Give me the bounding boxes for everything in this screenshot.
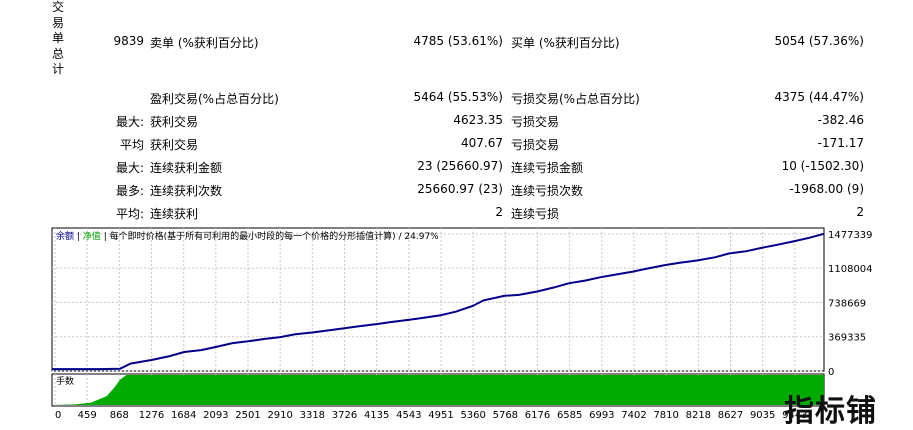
section-char: 单 [52, 31, 65, 45]
stats-cell: 2 [495, 205, 503, 219]
y-tick-label: 738669 [828, 298, 866, 309]
stats-cell: 买单 (%获利百分比) [511, 36, 620, 50]
x-tick-label: 9443 [782, 410, 807, 421]
x-tick-label: 1684 [171, 410, 196, 421]
y-tick-label: 0 [828, 367, 834, 378]
legend-equity: 净值 [83, 230, 101, 242]
x-tick-label: 9035 [750, 410, 775, 421]
stats-cell: 平均: [115, 207, 144, 221]
y-axis-ticks: 1477339 1108004 738669 369335 0 [828, 230, 873, 378]
stats-cell: 10 (-1502.30) [781, 159, 864, 173]
stats-cell: 连续亏损金额 [511, 161, 584, 175]
stats-cell: -171.17 [817, 136, 864, 150]
legend-text: 余额 | 净值 | 每个即时价格(基于所有可利用的最小时段的每一个价格的分形插值… [56, 230, 439, 242]
stats-cell: -382.46 [817, 113, 864, 127]
stats-cell: 亏损交易 [511, 138, 560, 152]
volume-label: 手数 [56, 375, 74, 387]
x-tick-label: 0 [55, 410, 61, 421]
stats-cell: 4375 (44.47%) [774, 90, 864, 104]
stats-cell: 连续获利金额 [150, 161, 223, 175]
x-axis-ticks: 0 459 868 1276 1684 2093 2501 2910 3318 3726 4135 4… [55, 410, 808, 421]
x-tick-label: 2093 [203, 410, 228, 421]
x-tick-label: 4951 [428, 410, 453, 421]
x-tick-label: 5768 [493, 410, 518, 421]
y-tick-label: 1477339 [828, 230, 873, 241]
stats-cell: 5054 (57.36%) [774, 34, 864, 48]
section-char: 计 [52, 62, 65, 76]
stats-cell: 连续亏损次数 [511, 184, 584, 198]
legend-separator-1: | [77, 232, 83, 242]
stats-cell: 卖单 (%获利百分比) [150, 36, 259, 50]
x-tick-label: 868 [110, 410, 129, 421]
summary-section-label: 交 易 单 总 计 [52, 0, 66, 78]
stats-cell: 获利交易 [150, 115, 199, 129]
stats-cell: 最多: [115, 184, 144, 198]
x-tick-label: 2910 [267, 410, 292, 421]
stats-cell: 最大: [115, 161, 144, 175]
x-tick-label: 4543 [396, 410, 421, 421]
balance-series-line [52, 232, 825, 371]
stats-cell: 连续亏损 [511, 207, 560, 221]
stats-cell: 亏损交易(%占总百分比) [511, 92, 640, 106]
x-tick-label: 6993 [589, 410, 614, 421]
stats-cell: 25660.97 (23) [417, 182, 503, 196]
stats-cell: 连续获利 [150, 207, 199, 221]
grid-main [52, 228, 824, 372]
x-tick-label: 5360 [460, 410, 485, 421]
volume-area [52, 375, 824, 405]
x-tick-label: 3318 [300, 410, 325, 421]
stats-cell: 获利交易 [150, 138, 199, 152]
section-char: 交 [52, 0, 65, 14]
y-tick-label: 369335 [828, 333, 866, 344]
stats-cell: 亏损交易 [511, 115, 560, 129]
stats-cell: 23 (25660.97) [417, 159, 503, 173]
stats-cell: 最大: [115, 115, 144, 129]
stats-cell: -1968.00 (9) [789, 182, 864, 196]
stats-cell: 5464 (55.53%) [413, 90, 503, 104]
x-tick-label: 1276 [139, 410, 164, 421]
legend-model: 每个即时价格(基于所有可利用的最小时段的每一个价格的分形插值计算) [110, 230, 396, 242]
legend-balance: 余额 [56, 230, 74, 242]
x-tick-label: 6176 [525, 410, 550, 421]
legend-quality: 24.97% [404, 232, 439, 242]
x-tick-label: 2501 [235, 410, 260, 421]
x-tick-label: 8627 [718, 410, 743, 421]
stats-cell: 4785 (53.61%) [413, 34, 503, 48]
stats-cell: 2 [856, 205, 864, 219]
y-tick-label: 1108004 [828, 264, 873, 275]
x-tick-label: 4135 [364, 410, 389, 421]
stats-cell: 盈利交易(%占总百分比) [150, 92, 279, 106]
watermark-logo: 指标铺 [784, 394, 877, 429]
section-char: 易 [52, 15, 65, 30]
stats-cell: 9839 [113, 34, 144, 48]
x-tick-label: 6585 [557, 410, 582, 421]
legend-separator: / [399, 232, 403, 242]
section-char: 总 [52, 46, 65, 61]
x-tick-label: 7402 [621, 410, 646, 421]
x-tick-label: 7810 [653, 410, 678, 421]
x-tick-label: 8218 [686, 410, 711, 421]
stats-cell: 407.67 [461, 136, 503, 150]
stats-cell: 连续获利次数 [150, 184, 223, 198]
stats-cell: 4623.35 [453, 113, 503, 127]
main-plot-frame [51, 227, 825, 372]
x-tick-label: 3726 [332, 410, 357, 421]
stats-cell: 平均 [119, 138, 144, 152]
legend-separator-2: | [104, 232, 110, 242]
x-tick-label: 459 [78, 410, 97, 421]
